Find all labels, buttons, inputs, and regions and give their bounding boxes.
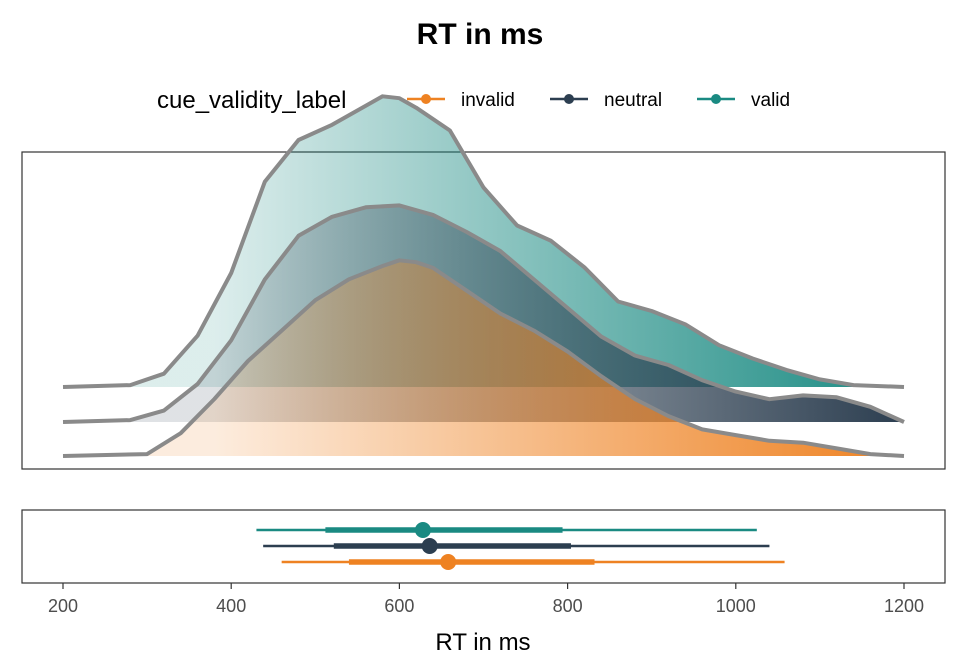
interval-point-valid <box>414 522 431 538</box>
legend: cue_validity_label invalid neutral valid <box>157 87 790 114</box>
density-ridges <box>62 94 905 458</box>
legend-title: cue_validity_label <box>157 87 346 114</box>
x-tick-label-400: 400 <box>216 596 246 616</box>
interval-point-neutral <box>421 538 438 554</box>
legend-label-invalid: invalid <box>461 90 515 111</box>
legend-item-neutral: neutral <box>550 90 662 111</box>
x-tick-label-800: 800 <box>553 596 583 616</box>
legend-item-valid: valid <box>697 90 790 111</box>
legend-key-invalid-dot <box>421 94 431 104</box>
legend-key-valid-dot <box>711 94 721 104</box>
x-tick-label-1200: 1200 <box>884 596 924 616</box>
legend-item-invalid: invalid <box>407 90 515 111</box>
density-fill-invalid <box>63 260 904 456</box>
x-tick-label-600: 600 <box>384 596 414 616</box>
interval-point-invalid <box>440 554 457 570</box>
x-tick-label-200: 200 <box>48 596 78 616</box>
legend-label-neutral: neutral <box>604 90 662 111</box>
chart-title: RT in ms <box>417 18 544 51</box>
x-axis: 200 400 600 800 1000 1200 <box>48 583 924 616</box>
x-axis-title: RT in ms <box>435 629 530 656</box>
legend-key-neutral-dot <box>564 94 574 104</box>
density-outline-neutral <box>62 203 905 424</box>
interval-marks <box>256 522 785 570</box>
density-outline-valid <box>62 94 905 389</box>
density-outline-invalid <box>62 258 905 458</box>
legend-label-valid: valid <box>751 90 790 111</box>
x-tick-label-1000: 1000 <box>716 596 756 616</box>
